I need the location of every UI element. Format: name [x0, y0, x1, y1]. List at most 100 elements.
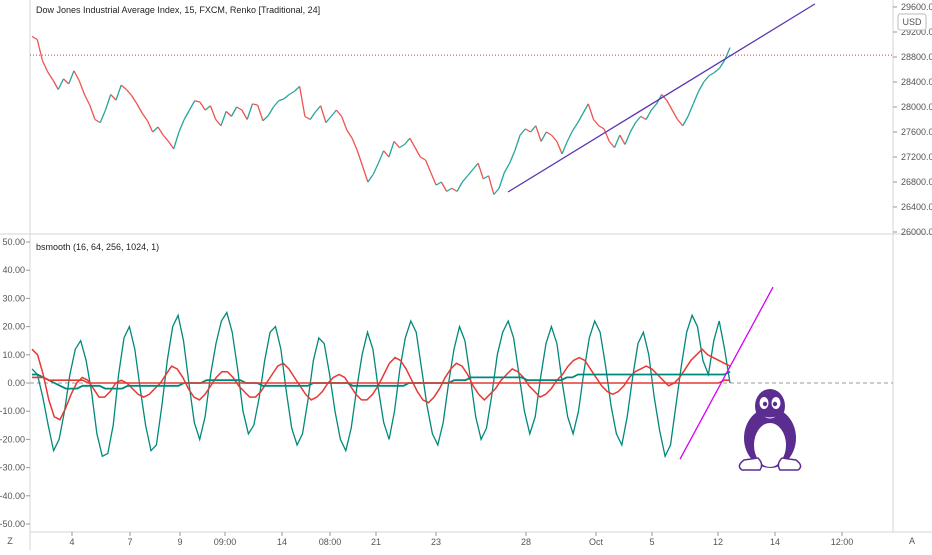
renko-segment	[199, 101, 206, 111]
renko-segment	[561, 141, 568, 155]
renko-segment	[362, 166, 369, 183]
bsmooth-mid-line	[31, 348, 731, 421]
renko-segment	[272, 100, 280, 108]
renko-segment	[236, 106, 243, 111]
time-tick-label: 08:00	[319, 537, 342, 547]
renko-segment	[666, 100, 673, 111]
time-tick-label: 4	[69, 537, 74, 547]
renko-segment	[603, 128, 610, 142]
osc-tick-label: -50.00	[0, 519, 25, 529]
renko-segment	[47, 71, 54, 81]
renko-segment	[650, 103, 658, 111]
price-tick-label: 28400.00	[901, 77, 932, 87]
renko-segment	[241, 109, 248, 120]
renko-segment	[718, 59, 726, 69]
renko-segment	[209, 105, 217, 120]
renko-segment	[708, 72, 715, 77]
renko-segment	[178, 119, 185, 133]
time-axis[interactable]: 4 7 9 09:00 14 08:00 21 23 28 Oct 5 12 14 12:00	[69, 532, 853, 547]
osc-tick-label: -10.00	[0, 406, 25, 416]
renko-segment	[467, 169, 474, 177]
renko-segment	[566, 130, 574, 142]
renko-segment	[293, 85, 301, 92]
renko-segment	[540, 131, 547, 142]
price-axis[interactable]: 26000.00 26400.00 26800.00 27200.00 27600.00…	[893, 2, 932, 237]
renko-segment	[220, 111, 227, 126]
renko-segment	[671, 109, 679, 120]
bsmooth-fast-line	[31, 310, 731, 459]
renko-segment	[645, 109, 652, 120]
renko-segment	[110, 94, 117, 101]
price-trendline[interactable]	[507, 3, 816, 193]
renko-segment	[125, 89, 133, 97]
renko-segment	[131, 95, 138, 105]
bsmooth-slow-line	[32, 370, 731, 390]
renko-segment	[556, 141, 563, 155]
osc-tick-label: -20.00	[0, 434, 25, 444]
renko-segment	[388, 141, 395, 158]
renko-segment	[409, 137, 416, 148]
main-chart-title: Dow Jones Industrial Average Index, 15, …	[36, 5, 320, 15]
renko-segment	[551, 134, 558, 142]
renko-segment	[194, 100, 201, 103]
price-tick-label: 27200.00	[901, 152, 932, 162]
price-tick-label: 28800.00	[901, 52, 932, 62]
renko-segment	[204, 105, 211, 111]
renko-segment	[356, 150, 364, 167]
renko-segment	[687, 103, 694, 117]
renko-segment	[257, 104, 264, 121]
oscillator-axis[interactable]: -50.00 -40.00 -30.00 -20.00 -10.00 0.00 10.00 2…	[0, 237, 30, 529]
renko-segment	[120, 84, 127, 90]
renko-segment	[524, 128, 531, 133]
renko-segment	[52, 79, 59, 90]
renko-segment	[430, 172, 437, 186]
renko-segment	[530, 125, 537, 133]
renko-segment	[535, 125, 542, 142]
auto-scale-a-icon[interactable]: A	[909, 536, 915, 546]
renko-segment	[697, 81, 705, 92]
renko-segment	[383, 150, 390, 158]
oscillator-trendline[interactable]	[679, 286, 774, 460]
renko-segment	[503, 162, 511, 173]
renko-segment	[519, 128, 526, 136]
renko-segment	[493, 187, 500, 195]
osc-tick-label: -30.00	[0, 463, 25, 473]
renko-segment	[367, 174, 374, 183]
renko-segment	[252, 103, 258, 106]
renko-segment	[425, 159, 432, 173]
renko-segment	[215, 119, 222, 127]
renko-segment	[514, 134, 521, 151]
renko-segment	[624, 131, 631, 145]
renko-segment	[440, 181, 448, 192]
renko-segment	[677, 119, 684, 127]
renko-segment	[157, 126, 164, 136]
timezone-z-icon[interactable]: Z	[7, 536, 13, 546]
renko-segment	[582, 103, 589, 114]
renko-segment	[608, 140, 616, 149]
renko-segment	[640, 115, 647, 121]
bsmooth-long-line	[32, 376, 730, 384]
time-tick-label: 23	[431, 537, 441, 547]
renko-segment	[330, 109, 337, 117]
renko-segment	[115, 84, 122, 101]
renko-segment	[351, 137, 358, 152]
renko-segment	[57, 78, 65, 90]
renko-segment	[183, 109, 191, 120]
renko-segment	[414, 147, 421, 158]
time-tick-label: 12	[713, 537, 723, 547]
renko-segment	[230, 106, 238, 117]
time-tick-label: 12:00	[831, 537, 854, 547]
renko-segment	[299, 86, 306, 117]
usd-badge[interactable]: USD	[897, 13, 927, 31]
renko-segment	[36, 39, 44, 61]
renko-segment	[73, 70, 80, 82]
renko-segment	[682, 116, 689, 127]
renko-segment	[246, 103, 254, 120]
renko-segment	[472, 162, 479, 170]
price-tick-label: 27600.00	[901, 127, 932, 137]
renko-segment	[577, 112, 584, 123]
indicator-title: bsmooth (16, 64, 256, 1024, 1)	[36, 242, 159, 252]
renko-segment	[152, 126, 159, 133]
